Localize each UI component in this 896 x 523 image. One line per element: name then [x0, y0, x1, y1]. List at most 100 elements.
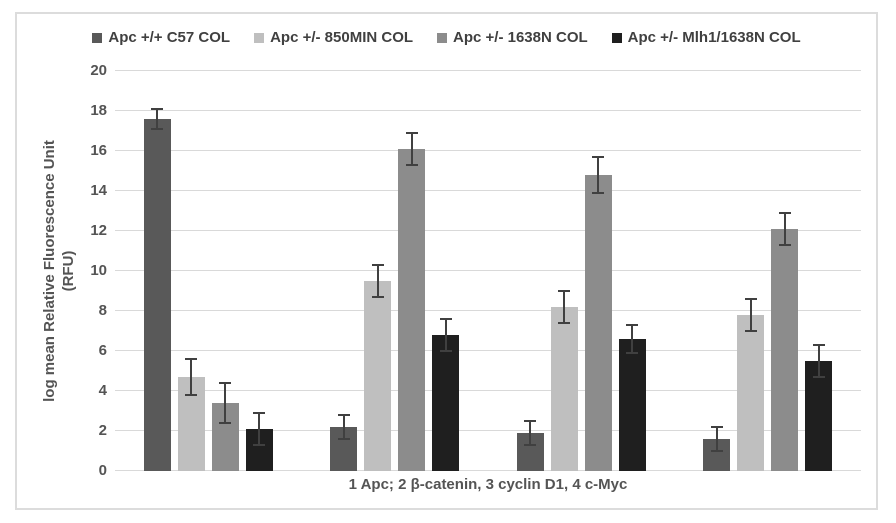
- gridline-y18: [115, 110, 861, 111]
- bar-series2-group2: [364, 264, 392, 471]
- error-bar-cap-top: [778, 212, 791, 214]
- bar-series1-group3: [516, 420, 544, 471]
- y-tick-label: 16: [90, 142, 107, 159]
- gridline-y20: [115, 70, 861, 71]
- error-bar-cap-bottom: [626, 352, 639, 354]
- bar-series3-group4: [771, 212, 799, 471]
- error-bar-line: [258, 413, 261, 445]
- error-bar-cap-bottom: [253, 444, 266, 446]
- error-bar-line: [190, 359, 193, 395]
- y-tick-label: 14: [90, 182, 107, 199]
- error-bar-cap-bottom: [592, 192, 605, 194]
- error-bar-cap-bottom: [371, 296, 384, 298]
- error-bar-cap-bottom: [439, 350, 452, 352]
- gridline-y8: [115, 310, 861, 311]
- x-axis-caption: 1 Apc; 2 β-catenin, 3 cyclin D1, 4 c-Myc: [348, 476, 628, 493]
- error-bar-line: [376, 265, 379, 297]
- legend-marker-square-icon: [92, 32, 103, 43]
- error-bar-line: [631, 325, 634, 353]
- error-bar-cap-top: [626, 324, 639, 326]
- legend-marker-square-icon: [254, 32, 265, 43]
- error-bar-cap-top: [219, 382, 232, 384]
- bar-series4-group1: [245, 412, 273, 471]
- y-tick-label: 8: [98, 302, 107, 319]
- error-bar-line: [749, 299, 752, 331]
- error-bar-line: [224, 383, 227, 423]
- legend-item-label: Apc +/- Mlh1/1638N COL: [627, 29, 801, 46]
- y-tick-label: 0: [98, 462, 107, 479]
- bar-group-2: [302, 71, 489, 471]
- y-tick-label: 10: [90, 262, 107, 279]
- legend-item-label: Apc +/+ C57 COL: [108, 29, 231, 46]
- legend-item-label: Apc +/- 850MIN COL: [270, 29, 414, 46]
- legend-item-3: Apc +/- 1638N COL: [437, 29, 588, 46]
- gridline-y16: [115, 150, 861, 151]
- bar-series2-group1: [177, 358, 205, 471]
- bar-series1-group1: [143, 108, 171, 471]
- error-bar-line: [444, 319, 447, 351]
- error-bar-cap-bottom: [219, 422, 232, 424]
- bar-series4-group4: [805, 344, 833, 471]
- bar-group-4: [675, 71, 862, 471]
- error-bar-cap-bottom: [405, 164, 418, 166]
- chart-figure: Apc +/+ C57 COL Apc +/- 850MIN COL Apc +/-…: [15, 12, 878, 510]
- error-bar-cap-top: [812, 344, 825, 346]
- bar-series2-group3: [550, 290, 578, 471]
- y-tick-label: 18: [90, 102, 107, 119]
- error-bar-line: [817, 345, 820, 377]
- y-tick-label: 20: [90, 62, 107, 79]
- legend-item-2: Apc +/- 850MIN COL: [254, 29, 413, 46]
- gridline-y4: [115, 390, 861, 391]
- y-axis-ticks: 0 2 4 6 8 10 12 14 16 18 20: [57, 62, 107, 479]
- error-bar-cap-top: [405, 132, 418, 134]
- error-bar-line: [715, 427, 718, 451]
- bar-series3-group3: [584, 156, 612, 471]
- gridline-y12: [115, 230, 861, 231]
- error-bar-cap-bottom: [558, 322, 571, 324]
- legend-marker-square-icon: [611, 32, 622, 43]
- error-bar-cap-top: [371, 264, 384, 266]
- bar-series1-group2: [330, 414, 358, 471]
- bar-group-1: [115, 71, 302, 471]
- error-bar-cap-bottom: [710, 450, 723, 452]
- bar-series4-group2: [432, 318, 460, 471]
- gridline-y10: [115, 270, 861, 271]
- error-bar-cap-bottom: [185, 394, 198, 396]
- error-bar-cap-top: [439, 318, 452, 320]
- gridline-y0: [115, 470, 861, 471]
- bar-series1-group4: [703, 426, 731, 471]
- gridline-y2: [115, 430, 861, 431]
- error-bar-cap-top: [744, 298, 757, 300]
- error-bar-cap-bottom: [337, 438, 350, 440]
- error-bar-line: [342, 415, 345, 439]
- error-bar-line: [529, 421, 532, 445]
- error-bar-cap-top: [151, 108, 164, 110]
- plot-area: [115, 70, 862, 471]
- error-bar-cap-top: [185, 358, 198, 360]
- legend-item-1: Apc +/+ C57 COL: [92, 29, 230, 46]
- gridline-y14: [115, 190, 861, 191]
- error-bar-cap-bottom: [524, 444, 537, 446]
- y-tick-label: 12: [90, 222, 107, 239]
- error-bar-cap-top: [592, 156, 605, 158]
- bar-series2-group4: [737, 298, 765, 471]
- y-tick-label: 4: [98, 382, 107, 399]
- error-bar-line: [597, 157, 600, 193]
- error-bar-cap-top: [524, 420, 537, 422]
- error-bar-cap-bottom: [778, 244, 791, 246]
- bar-series4-group3: [618, 324, 646, 471]
- legend: Apc +/+ C57 COL Apc +/- 850MIN COL Apc +/-…: [17, 29, 876, 46]
- error-bar-line: [563, 291, 566, 323]
- error-bar-line: [410, 133, 413, 165]
- legend-item-label: Apc +/- 1638N COL: [453, 29, 588, 46]
- legend-marker-square-icon: [437, 32, 448, 43]
- error-bar-line: [156, 109, 159, 129]
- error-bar-line: [783, 213, 786, 245]
- y-tick-label: 2: [98, 422, 107, 439]
- bar-series3-group2: [398, 132, 426, 471]
- error-bar-cap-top: [337, 414, 350, 416]
- error-bar-cap-top: [710, 426, 723, 428]
- error-bar-cap-bottom: [812, 376, 825, 378]
- bar-group-3: [488, 71, 675, 471]
- error-bar-cap-bottom: [744, 330, 757, 332]
